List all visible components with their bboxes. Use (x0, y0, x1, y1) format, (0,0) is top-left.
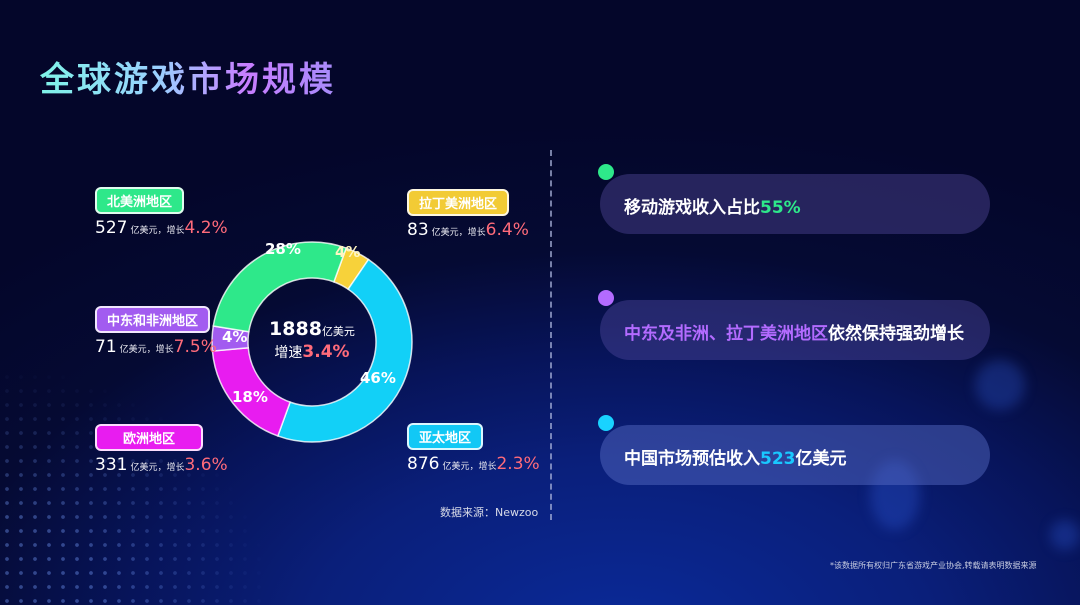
share-label-europe: 18% (232, 388, 268, 406)
donut-segment (212, 241, 348, 333)
region-tag: 拉丁美洲地区 (407, 189, 510, 216)
bokeh-decoration (1050, 520, 1080, 550)
data-source: 数据来源：Newzoo (440, 506, 539, 519)
donut-center: 1888亿美元 增速3.4% (262, 318, 362, 362)
highlight-text: 移动游戏收入占比55% (624, 198, 801, 218)
share-label-asia-pacific: 46% (360, 369, 396, 387)
donut-chart (211, 241, 413, 443)
region-tag: 欧洲地区 (95, 424, 204, 451)
region-europe: 欧洲地区 331 亿美元，增长3.6% (95, 424, 228, 475)
bullet-dot-icon (598, 164, 614, 180)
region-north-america: 北美洲地区 527 亿美元，增长4.2% (95, 187, 228, 238)
highlight-text: 中东及非洲、拉丁美洲地区依然保持强劲增长 (624, 324, 964, 344)
page-title: 全球游戏市场规模 (40, 52, 336, 101)
donut-segment (276, 258, 413, 443)
share-label-middle-east: 4% (222, 328, 248, 346)
region-latin-america: 拉丁美洲地区 83 亿美元，增长6.4% (407, 189, 529, 240)
share-label-latin-america: 4% (335, 243, 361, 261)
region-middle-east-africa: 中东和非洲地区 71 亿美元，增长7.5% (95, 306, 217, 357)
dashed-divider (550, 150, 552, 520)
total-value: 1888亿美元 (269, 318, 355, 340)
region-asia-pacific: 亚太地区 876 亿美元，增长2.3% (407, 423, 540, 474)
bullet-dot-icon (598, 290, 614, 306)
bullet-dot-icon (598, 415, 614, 431)
region-tag: 亚太地区 (407, 423, 484, 450)
highlight-mea-latam-growth: 中东及非洲、拉丁美洲地区依然保持强劲增长 (598, 290, 990, 360)
region-tag: 中东和非洲地区 (95, 306, 211, 333)
highlight-text: 中国市场预估收入523亿美元 (624, 449, 847, 469)
dot-pattern-decoration (0, 300, 330, 605)
share-label-north-america: 28% (265, 240, 301, 258)
total-growth: 增速3.4% (274, 342, 350, 362)
bokeh-decoration (870, 460, 920, 530)
bokeh-decoration (975, 360, 1025, 410)
highlight-mobile-share: 移动游戏收入占比55% (598, 164, 990, 234)
copyright-note: *该数据所有权归广东省游戏产业协会,转载请表明数据来源 (830, 561, 1037, 570)
region-tag: 北美洲地区 (95, 187, 185, 214)
highlight-china-revenue: 中国市场预估收入523亿美元 (598, 415, 990, 485)
